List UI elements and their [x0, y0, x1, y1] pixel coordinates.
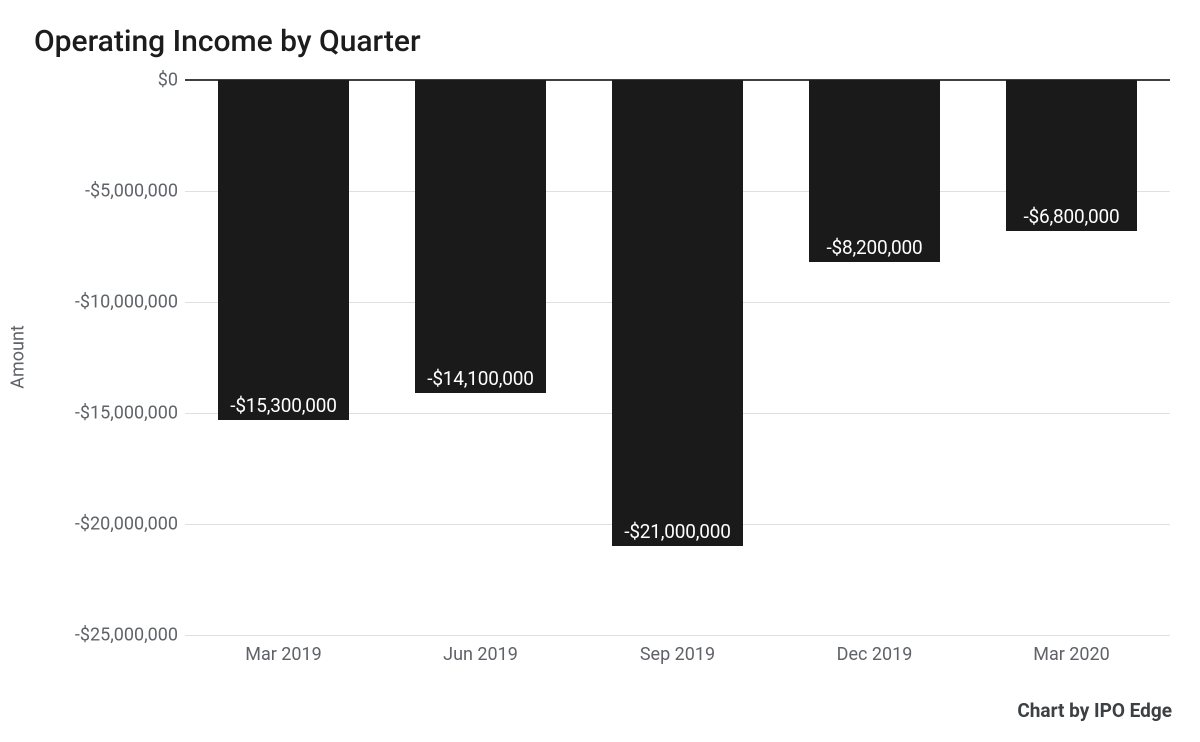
bars-layer: -$15,300,000 -$14,100,000 -$21,000,000 -$8,… — [185, 80, 1170, 635]
chart-container: Operating Income by Quarter Amount $0-$5… — [0, 0, 1200, 742]
y-tick-label: -$15,000,000 — [75, 403, 178, 424]
x-tick-label: Mar 2019 — [245, 644, 322, 665]
x-tick-label: Jun 2019 — [443, 644, 518, 665]
y-tick-label: $0 — [158, 70, 178, 91]
bar-value-label: -$21,000,000 — [624, 520, 730, 543]
y-axis-labels: $0-$5,000,000-$10,000,000-$15,000,000-$2… — [0, 80, 178, 635]
y-tick-label: -$20,000,000 — [75, 514, 178, 535]
x-tick-label: Dec 2019 — [837, 644, 913, 665]
y-tick-label: -$10,000,000 — [75, 292, 178, 313]
bar-value-label: -$15,300,000 — [230, 394, 336, 417]
bar: -$14,100,000 — [415, 80, 545, 393]
x-axis-labels: Mar 2019 Jun 2019 Sep 2019 Dec 2019 Mar 2020 — [185, 644, 1170, 684]
bar-value-label: -$8,200,000 — [827, 236, 923, 259]
y-tick-label: -$5,000,000 — [85, 181, 178, 202]
bar: -$6,800,000 — [1006, 80, 1136, 231]
bar: -$8,200,000 — [809, 80, 939, 262]
bar-value-label: -$14,100,000 — [427, 367, 533, 390]
chart-credit: Chart by IPO Edge — [1017, 699, 1172, 722]
gridline — [185, 635, 1170, 636]
plot-area: -$15,300,000 -$14,100,000 -$21,000,000 -$8,… — [185, 80, 1170, 635]
bar: -$21,000,000 — [612, 80, 742, 546]
bar-value-label: -$6,800,000 — [1024, 205, 1120, 228]
bar: -$15,300,000 — [218, 80, 348, 420]
x-tick-label: Sep 2019 — [640, 644, 715, 665]
chart-title: Operating Income by Quarter — [34, 24, 1172, 59]
x-tick-label: Mar 2020 — [1033, 644, 1110, 665]
y-tick-label: -$25,000,000 — [75, 625, 178, 646]
